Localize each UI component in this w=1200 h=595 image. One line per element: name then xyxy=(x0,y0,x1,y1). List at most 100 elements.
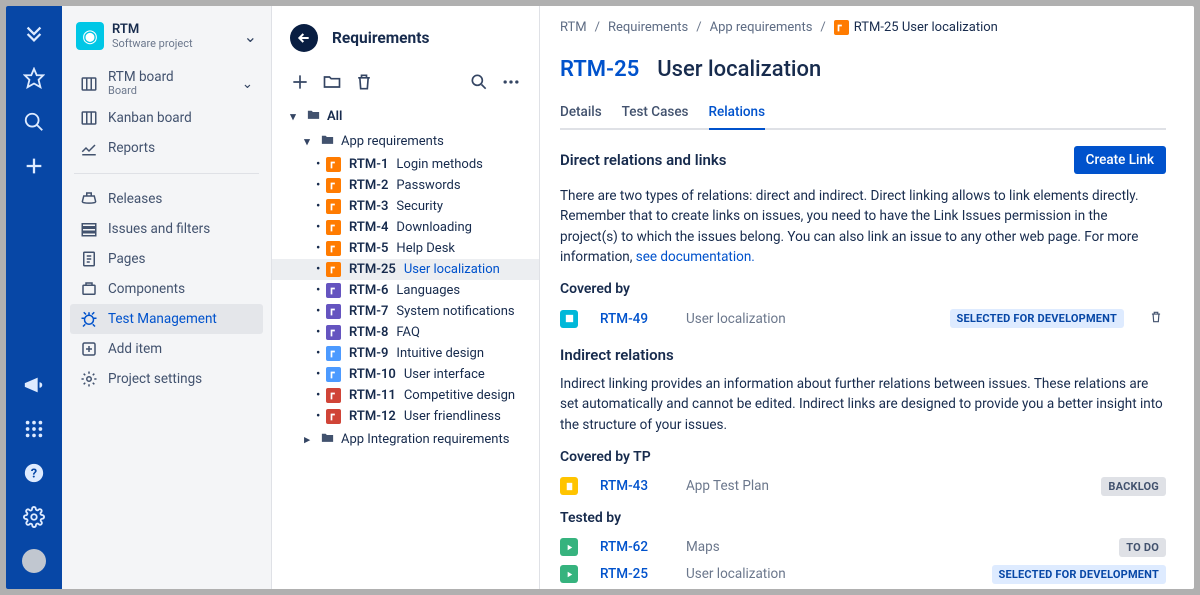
bug-icon xyxy=(80,310,98,328)
tree-item[interactable]: RTM-1 Login methods xyxy=(272,154,539,175)
issue-summary: User localization xyxy=(657,57,821,82)
crumb-project[interactable]: RTM xyxy=(560,20,587,35)
tree-item[interactable]: RTM-8 FAQ xyxy=(272,322,539,343)
jira-logo-icon[interactable] xyxy=(22,22,46,46)
tree-item-summary: Passwords xyxy=(396,178,460,193)
relation-row: RTM-25 User localization SELECTED FOR DE… xyxy=(560,561,1166,588)
new-folder-icon[interactable] xyxy=(322,72,342,92)
search-icon[interactable] xyxy=(22,110,46,134)
sidebar-item-board[interactable]: RTM board Board ⌄ xyxy=(70,64,263,103)
delete-link-icon[interactable] xyxy=(1146,310,1166,328)
global-rail: ? xyxy=(6,6,62,589)
project-header[interactable]: ◉ RTM Software project ⌄ xyxy=(70,22,263,50)
sidebar-item-kanban[interactable]: Kanban board xyxy=(70,103,263,133)
tree-item-key: RTM-6 xyxy=(349,283,388,298)
tree-item-key: RTM-8 xyxy=(349,325,388,340)
apps-grid-icon[interactable] xyxy=(22,417,46,441)
issue-key[interactable]: RTM-25 xyxy=(560,57,639,82)
tested-by-heading: Tested by xyxy=(560,510,1166,526)
tree-item-summary: FAQ xyxy=(396,325,419,340)
tree-item-key: RTM-10 xyxy=(349,367,396,382)
issue-type-icon xyxy=(326,199,341,214)
chevron-right-icon[interactable]: ▸ xyxy=(300,433,314,446)
sidebar-item-add[interactable]: Add item xyxy=(70,334,263,364)
tree-item-summary: Help Desk xyxy=(396,241,455,256)
sidebar-item-test-management[interactable]: Test Management xyxy=(70,304,263,334)
issue-type-icon xyxy=(326,388,341,403)
tree-item-summary: System notifications xyxy=(396,304,514,319)
tab-testcases[interactable]: Test Cases xyxy=(622,100,689,128)
tree-item[interactable]: RTM-9 Intuitive design xyxy=(272,343,539,364)
add-icon[interactable] xyxy=(290,72,310,92)
chevron-down-icon[interactable]: ▾ xyxy=(286,110,300,123)
sidebar-item-pages[interactable]: Pages xyxy=(70,244,263,274)
sidebar-item-components[interactable]: Components xyxy=(70,274,263,304)
sidebar-item-issues[interactable]: Issues and filters xyxy=(70,214,263,244)
tree-item-key: RTM-11 xyxy=(349,388,396,403)
tree-item[interactable]: RTM-5 Help Desk xyxy=(272,238,539,259)
tree-item-key: RTM-12 xyxy=(349,409,396,424)
relation-key[interactable]: RTM-25 xyxy=(600,566,664,582)
tree-item[interactable]: RTM-7 System notifications xyxy=(272,301,539,322)
tree-item-key: RTM-3 xyxy=(349,199,388,214)
more-icon[interactable] xyxy=(501,72,521,92)
tree-item-summary: User localization xyxy=(404,262,500,277)
crumb-folder[interactable]: App requirements xyxy=(710,20,813,35)
tree-search-icon[interactable] xyxy=(469,72,489,92)
tree-folder-app-req[interactable]: ▾App requirements xyxy=(272,129,539,154)
issue-detail-panel: RTM/ Requirements/ App requirements/ RTM… xyxy=(540,6,1194,589)
tree-item[interactable]: RTM-10 User interface xyxy=(272,364,539,385)
user-avatar[interactable] xyxy=(22,549,46,573)
create-link-button[interactable]: Create Link xyxy=(1074,146,1166,174)
relation-key[interactable]: RTM-43 xyxy=(600,478,664,494)
plus-icon[interactable] xyxy=(22,154,46,178)
tree-item[interactable]: RTM-25 User localization xyxy=(272,259,539,280)
settings-gear-icon[interactable] xyxy=(22,505,46,529)
relation-summary: Maps xyxy=(686,539,1097,555)
crumb-issue[interactable]: RTM-25 User localization xyxy=(834,20,998,35)
reports-label: Reports xyxy=(108,140,155,156)
tree-item[interactable]: RTM-11 Competitive design xyxy=(272,385,539,406)
issue-type-icon xyxy=(326,325,341,340)
status-lozenge: TO DO xyxy=(1119,538,1166,557)
page-icon xyxy=(80,250,98,268)
tree-folder-all[interactable]: ▾All xyxy=(272,104,539,129)
documentation-link[interactable]: see documentation. xyxy=(636,249,755,265)
help-icon[interactable]: ? xyxy=(22,461,46,485)
delete-icon[interactable] xyxy=(354,72,374,92)
sidebar-item-reports[interactable]: Reports xyxy=(70,133,263,163)
tree-item[interactable]: RTM-12 User friendliness xyxy=(272,406,539,427)
star-icon[interactable] xyxy=(22,66,46,90)
tab-relations[interactable]: Relations xyxy=(709,100,766,130)
board-sublabel: Board xyxy=(108,85,174,98)
chevron-down-icon[interactable]: ⌄ xyxy=(242,76,253,92)
sidebar-item-releases[interactable]: Releases xyxy=(70,184,263,214)
pages-label: Pages xyxy=(108,251,146,267)
issue-type-icon xyxy=(326,220,341,235)
tree-folder-app-int-req[interactable]: ▸App Integration requirements xyxy=(272,427,539,452)
tab-details[interactable]: Details xyxy=(560,100,602,128)
project-settings-label: Project settings xyxy=(108,371,202,387)
chevron-down-icon[interactable]: ▾ xyxy=(300,135,314,148)
sidebar-item-settings[interactable]: Project settings xyxy=(70,364,263,394)
component-icon xyxy=(80,280,98,298)
relation-summary: App Test Plan xyxy=(686,478,1079,494)
chevron-down-icon[interactable]: ⌄ xyxy=(244,27,257,46)
announcement-icon[interactable] xyxy=(22,373,46,397)
back-button[interactable] xyxy=(290,24,318,52)
tree-item-key: RTM-5 xyxy=(349,241,388,256)
tree-item-summary: Login methods xyxy=(396,157,482,172)
relation-key[interactable]: RTM-49 xyxy=(600,311,664,327)
tree-item[interactable]: RTM-3 Security xyxy=(272,196,539,217)
tree-item[interactable]: RTM-4 Downloading xyxy=(272,217,539,238)
crumb-requirements[interactable]: Requirements xyxy=(608,20,688,35)
status-lozenge: BACKLOG xyxy=(1101,477,1166,496)
ship-icon xyxy=(80,190,98,208)
tree-item-key: RTM-4 xyxy=(349,220,388,235)
tree-item[interactable]: RTM-6 Languages xyxy=(272,280,539,301)
indirect-relations-heading: Indirect relations xyxy=(560,346,1166,364)
relation-key[interactable]: RTM-62 xyxy=(600,539,664,555)
status-lozenge: SELECTED FOR DEVELOPMENT xyxy=(992,565,1166,584)
tree-item[interactable]: RTM-2 Passwords xyxy=(272,175,539,196)
issue-type-icon xyxy=(326,346,341,361)
